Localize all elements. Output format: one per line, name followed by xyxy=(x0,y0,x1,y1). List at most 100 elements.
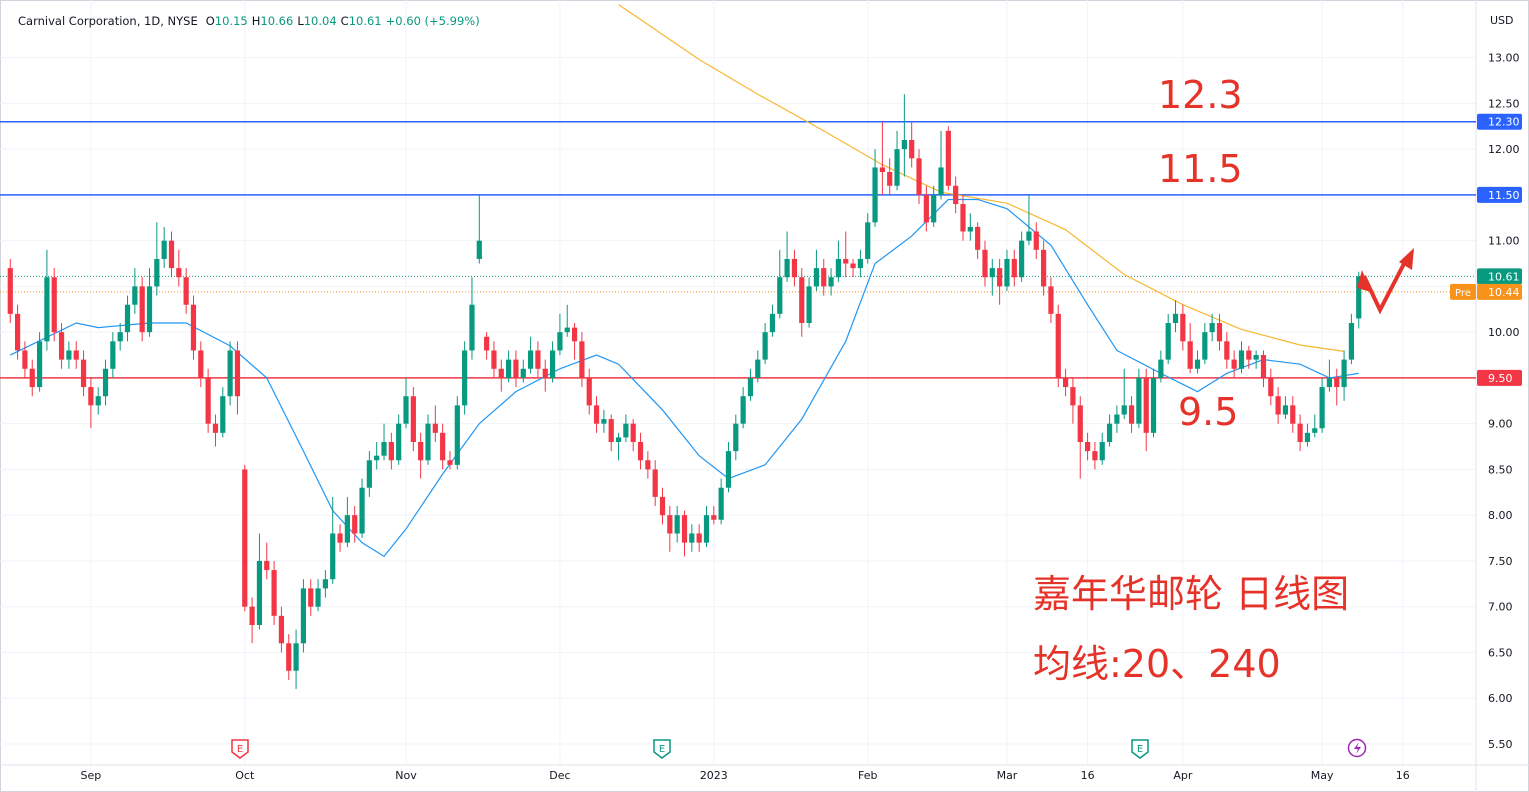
y-tick-label: 9.00 xyxy=(1488,418,1513,431)
candle-body xyxy=(1238,350,1245,369)
candle-body xyxy=(7,268,13,314)
earnings-icon[interactable]: E xyxy=(1131,739,1149,759)
candle-body xyxy=(1026,231,1032,241)
candle-body xyxy=(168,240,175,269)
annotation: 嘉年华邮轮 日线图 xyxy=(1033,572,1349,616)
earnings-icon[interactable]: E xyxy=(653,739,671,759)
y-tick-label: 8.00 xyxy=(1488,509,1513,522)
y-tick-label: 12.00 xyxy=(1488,143,1520,156)
price-tag-box xyxy=(1450,283,1476,300)
annotation: 11.5 xyxy=(1158,147,1243,191)
candle-body xyxy=(615,437,622,442)
candle-body xyxy=(330,533,336,580)
arrow-line xyxy=(1362,257,1409,315)
candle-body xyxy=(410,396,416,442)
candle-body xyxy=(80,359,87,388)
candle-body xyxy=(975,226,981,250)
candle-body xyxy=(696,533,702,543)
candle-body xyxy=(73,350,79,360)
ohlc-value: 10.66 xyxy=(260,14,293,28)
candle-body xyxy=(909,140,915,159)
candle-body xyxy=(945,130,951,186)
ma-line xyxy=(618,4,1345,352)
candle-body xyxy=(879,167,885,173)
candle-body xyxy=(1209,323,1215,333)
price-label-box xyxy=(1477,283,1522,300)
candle-body xyxy=(249,606,255,625)
candle-body xyxy=(161,240,167,259)
y-tick-label: 7.00 xyxy=(1488,601,1513,614)
candle-body xyxy=(989,268,995,278)
annotation: 12.3 xyxy=(1158,73,1243,117)
candle-body xyxy=(938,167,944,195)
candle-body xyxy=(1326,377,1333,388)
candle-body xyxy=(124,304,131,333)
candle-body xyxy=(872,167,878,223)
candle-body xyxy=(264,560,270,571)
ohlc-value: 10.61 xyxy=(349,14,382,28)
candle-body xyxy=(887,172,893,186)
svg-text:E: E xyxy=(1137,744,1143,755)
candle-body xyxy=(44,277,50,342)
candle-body xyxy=(557,332,563,351)
candle-body xyxy=(828,277,834,287)
candle-body xyxy=(1253,355,1259,360)
dividend-icon[interactable] xyxy=(1347,738,1367,758)
candle-body xyxy=(813,268,820,287)
candle-body xyxy=(14,313,21,351)
candle-body xyxy=(95,396,101,406)
candle-body xyxy=(894,149,900,186)
candle-body xyxy=(630,423,636,442)
candle-body xyxy=(725,451,732,488)
candle-body xyxy=(1202,332,1208,360)
candle-body xyxy=(711,515,717,520)
candle-body xyxy=(923,194,929,223)
candle-body xyxy=(491,350,497,369)
candle-body xyxy=(476,240,482,259)
candle-body xyxy=(564,327,570,333)
candle-body xyxy=(1356,276,1362,319)
header: Carnival Corporation, 1D, NYSE O10.15 H10.… xyxy=(18,14,480,28)
candle-body xyxy=(769,313,776,333)
candle-body xyxy=(440,432,446,461)
candle-body xyxy=(762,332,768,360)
candle-body xyxy=(586,377,592,406)
candle-body xyxy=(271,570,277,616)
y-tick-label: 10.00 xyxy=(1488,326,1520,339)
x-tick-label: Oct xyxy=(235,769,255,782)
annotation: 均线:20、240 xyxy=(1033,642,1281,686)
candle-body xyxy=(1216,323,1223,342)
candle-body xyxy=(520,368,526,378)
candle-body xyxy=(593,405,600,424)
price-label-box xyxy=(1477,268,1522,285)
candle-body xyxy=(1084,441,1091,452)
candle-body xyxy=(227,350,233,397)
candle-body xyxy=(1121,405,1127,415)
candle-body xyxy=(110,341,116,369)
arrow-head xyxy=(1399,248,1414,270)
candle-body xyxy=(623,423,629,438)
labels: 5.50 6.00 6.50 7.00 7.50 8.00 8.50 9.00 9.50 10.0… xyxy=(81,52,1522,782)
candle-body xyxy=(1143,377,1149,433)
candle-body xyxy=(418,441,424,461)
candle-body xyxy=(1224,341,1230,360)
chart-title: Carnival Corporation, 1D, NYSE xyxy=(18,14,198,28)
candle-body xyxy=(1048,286,1054,314)
y-tick-label: 8.50 xyxy=(1488,463,1513,476)
candle-body xyxy=(1106,423,1113,442)
candle-body xyxy=(1099,441,1105,461)
earnings-icon[interactable]: E xyxy=(231,739,249,759)
candle-body xyxy=(645,460,651,470)
candle-body xyxy=(784,258,790,278)
change: +0.60 (+5.99%) xyxy=(386,14,480,28)
candle-body xyxy=(997,268,1003,287)
candle-body xyxy=(1172,313,1179,324)
ma-line xyxy=(9,198,1359,558)
x-tick-label: Nov xyxy=(395,769,417,782)
candle-body xyxy=(1246,350,1252,360)
candle-body xyxy=(234,350,241,397)
candle-body xyxy=(425,423,431,461)
candle-body xyxy=(659,496,666,516)
candle-body xyxy=(982,249,988,278)
candle-body xyxy=(1158,359,1164,378)
